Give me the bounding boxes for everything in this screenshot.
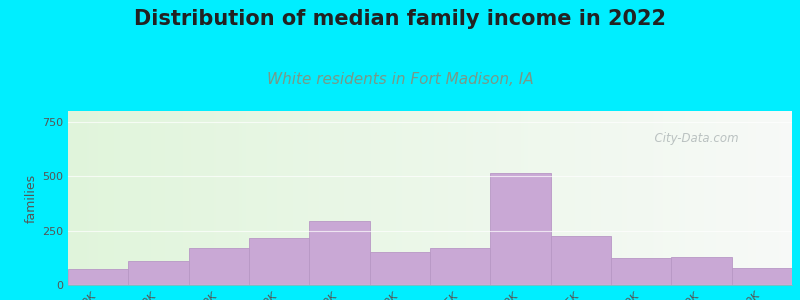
Text: White residents in Fort Madison, IA: White residents in Fort Madison, IA [266, 72, 534, 87]
Bar [68, 269, 128, 285]
Bar [550, 236, 611, 285]
Bar [128, 261, 189, 285]
Bar [490, 173, 550, 285]
Text: Distribution of median family income in 2022: Distribution of median family income in … [134, 9, 666, 29]
Bar [370, 252, 430, 285]
Bar [249, 238, 310, 285]
Bar [310, 221, 370, 285]
Y-axis label: families: families [25, 173, 38, 223]
Bar [732, 268, 792, 285]
Bar [611, 258, 671, 285]
Bar [430, 248, 490, 285]
Bar [671, 257, 732, 285]
Bar [189, 248, 249, 285]
Text: City-Data.com: City-Data.com [647, 132, 739, 145]
